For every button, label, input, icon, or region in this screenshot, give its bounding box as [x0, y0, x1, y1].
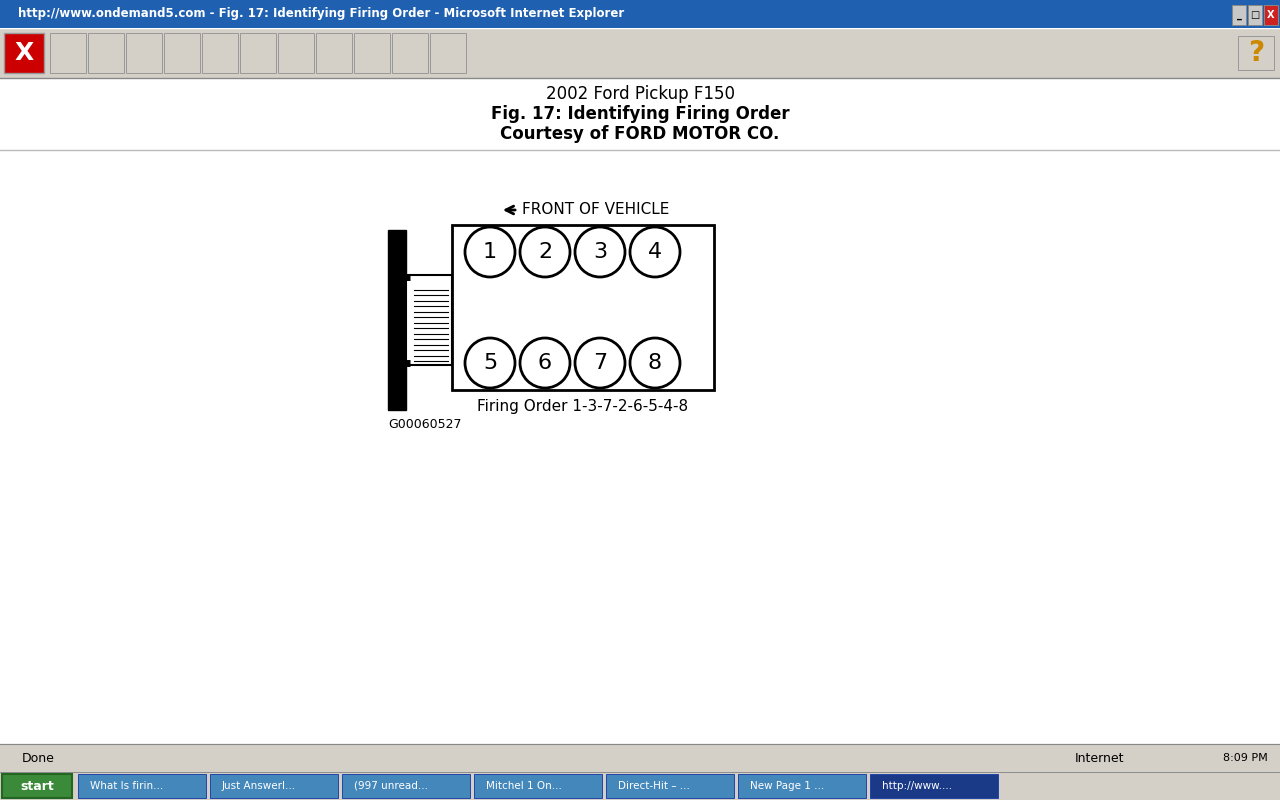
Bar: [241, 33, 276, 73]
Bar: [1238, 36, 1274, 70]
Bar: [474, 774, 602, 798]
Text: 5: 5: [483, 353, 497, 373]
Text: What Is firin...: What Is firin...: [90, 781, 164, 791]
Text: 8: 8: [648, 353, 662, 373]
Bar: [88, 33, 124, 73]
Bar: [0, 28, 1280, 78]
Text: http://www.ondemand5.com - Fig. 17: Identifying Firing Order - Microsoft Interne: http://www.ondemand5.com - Fig. 17: Iden…: [18, 7, 625, 21]
Bar: [430, 33, 466, 73]
Bar: [388, 230, 406, 410]
Text: (997 unread...: (997 unread...: [355, 781, 428, 791]
Bar: [342, 774, 470, 798]
Text: 7: 7: [593, 353, 607, 373]
Text: 2: 2: [538, 242, 552, 262]
Text: 2002 Ford Pickup F150: 2002 Ford Pickup F150: [545, 85, 735, 103]
Text: 3: 3: [593, 242, 607, 262]
Text: Firing Order 1-3-7-2-6-5-4-8: Firing Order 1-3-7-2-6-5-4-8: [477, 399, 689, 414]
Circle shape: [630, 227, 680, 277]
Text: X: X: [1267, 10, 1275, 20]
Bar: [1231, 5, 1245, 25]
Text: ?: ?: [1248, 39, 1265, 67]
Text: Mitchel 1 On...: Mitchel 1 On...: [486, 781, 562, 791]
Text: Direct-Hit – ...: Direct-Hit – ...: [618, 781, 690, 791]
Text: X: X: [14, 41, 33, 65]
Text: 8:09 PM: 8:09 PM: [1222, 753, 1267, 763]
Text: New Page 1 ...: New Page 1 ...: [750, 781, 824, 791]
Bar: [0, 0, 1280, 28]
Bar: [0, 772, 1280, 800]
Bar: [452, 225, 714, 390]
Bar: [1265, 5, 1277, 25]
Text: Courtesy of FORD MOTOR CO.: Courtesy of FORD MOTOR CO.: [500, 125, 780, 143]
Circle shape: [630, 338, 680, 388]
Bar: [4, 33, 44, 73]
Text: □: □: [1251, 10, 1260, 20]
Text: Fig. 17: Identifying Firing Order: Fig. 17: Identifying Firing Order: [490, 105, 790, 123]
Bar: [50, 33, 86, 73]
Bar: [739, 774, 867, 798]
Bar: [0, 744, 1280, 772]
Bar: [605, 774, 733, 798]
Text: 1: 1: [483, 242, 497, 262]
Bar: [210, 774, 338, 798]
Bar: [164, 33, 200, 73]
Circle shape: [575, 338, 625, 388]
Text: 6: 6: [538, 353, 552, 373]
Bar: [406, 275, 452, 365]
Bar: [355, 33, 390, 73]
Circle shape: [520, 338, 570, 388]
Text: Internet: Internet: [1075, 751, 1125, 765]
Text: G00060527: G00060527: [388, 418, 462, 430]
Bar: [125, 33, 163, 73]
Text: _: _: [1236, 10, 1242, 20]
Text: Just Answerl...: Just Answerl...: [221, 781, 296, 791]
Bar: [78, 774, 206, 798]
Circle shape: [520, 227, 570, 277]
Circle shape: [465, 227, 515, 277]
Text: FRONT OF VEHICLE: FRONT OF VEHICLE: [522, 202, 669, 218]
Circle shape: [575, 227, 625, 277]
Text: http://www....: http://www....: [882, 781, 952, 791]
Text: 4: 4: [648, 242, 662, 262]
Bar: [0, 78, 1280, 744]
Bar: [278, 33, 314, 73]
Bar: [316, 33, 352, 73]
Text: start: start: [20, 779, 54, 793]
Bar: [3, 774, 72, 798]
Bar: [870, 774, 998, 798]
Bar: [392, 33, 428, 73]
Bar: [202, 33, 238, 73]
Bar: [1248, 5, 1262, 25]
Circle shape: [465, 338, 515, 388]
Text: Done: Done: [22, 751, 55, 765]
